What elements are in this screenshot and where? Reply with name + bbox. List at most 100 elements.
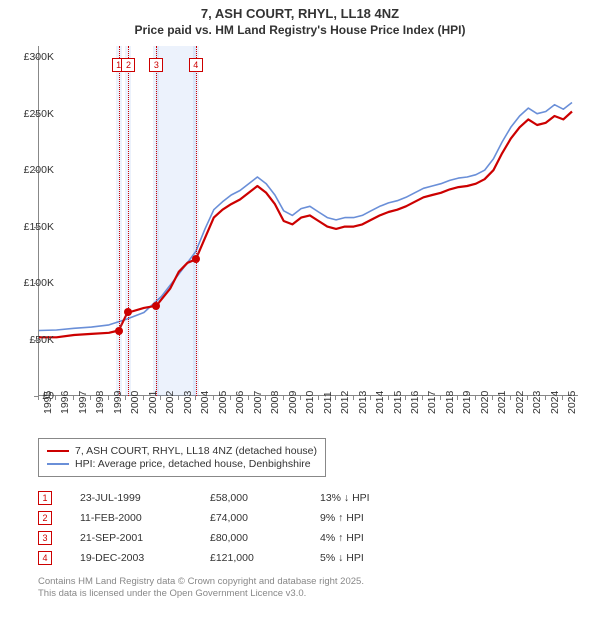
x-tick-label: 2011 — [322, 391, 334, 414]
x-tick-mark — [353, 396, 354, 400]
x-tick-mark — [73, 396, 74, 400]
chart-plot-area: 1234 — [38, 46, 578, 396]
x-tick-mark — [265, 396, 266, 400]
sales-row: 4 19-DEC-2003£121,0005% ↓ HPI — [38, 548, 430, 568]
x-tick-label: 2001 — [147, 391, 159, 414]
x-tick-label: 2023 — [531, 391, 543, 414]
x-tick-mark — [388, 396, 389, 400]
x-tick-mark — [422, 396, 423, 400]
y-tick-mark — [34, 227, 38, 228]
x-tick-label: 2002 — [164, 391, 176, 414]
x-tick-label: 1995 — [42, 391, 54, 414]
y-tick-mark — [34, 57, 38, 58]
y-tick-label: £300K — [12, 51, 54, 63]
y-tick-mark — [34, 340, 38, 341]
y-tick-label: £100K — [12, 277, 54, 289]
x-tick-mark — [300, 396, 301, 400]
x-tick-mark — [370, 396, 371, 400]
x-tick-label: 2007 — [252, 391, 264, 414]
x-tick-mark — [248, 396, 249, 400]
sale-point-dot — [192, 255, 200, 263]
sale-point-dot — [115, 327, 123, 335]
x-tick-label: 2010 — [304, 391, 316, 414]
y-tick-label: £250K — [12, 108, 54, 120]
sale-delta: 5% ↓ HPI — [320, 552, 430, 564]
x-tick-label: 2024 — [549, 391, 561, 414]
sale-price: £121,000 — [210, 552, 320, 564]
x-tick-label: 2019 — [461, 391, 473, 414]
x-tick-mark — [178, 396, 179, 400]
x-tick-mark — [160, 396, 161, 400]
x-tick-mark — [38, 396, 39, 400]
x-tick-mark — [545, 396, 546, 400]
y-tick-label: £150K — [12, 221, 54, 233]
x-tick-label: 2012 — [339, 391, 351, 414]
sale-number-box: 4 — [38, 551, 52, 565]
sale-date: 19-DEC-2003 — [80, 552, 210, 564]
event-number-box: 2 — [121, 58, 135, 72]
sale-number-box: 1 — [38, 491, 52, 505]
x-tick-label: 2008 — [269, 391, 281, 414]
x-tick-mark — [55, 396, 56, 400]
x-tick-label: 2005 — [217, 391, 229, 414]
sale-price: £74,000 — [210, 512, 320, 524]
x-tick-label: 2013 — [357, 391, 369, 414]
legend-item: HPI: Average price, detached house, Denb… — [47, 458, 317, 470]
event-marker-line — [156, 46, 157, 396]
footer-line: Contains HM Land Registry data © Crown c… — [38, 576, 364, 588]
sale-number-box: 3 — [38, 531, 52, 545]
sales-row: 123-JUL-1999£58,00013% ↓ HPI — [38, 488, 430, 508]
footer-line: This data is licensed under the Open Gov… — [38, 588, 364, 600]
x-tick-label: 1999 — [112, 391, 124, 414]
chart-subtitle: Price paid vs. HM Land Registry's House … — [0, 23, 600, 37]
x-tick-label: 2009 — [287, 391, 299, 414]
sale-delta: 9% ↑ HPI — [320, 512, 430, 524]
sale-date: 21-SEP-2001 — [80, 532, 210, 544]
x-tick-mark — [527, 396, 528, 400]
y-tick-mark — [34, 114, 38, 115]
legend-label: 7, ASH COURT, RHYL, LL18 4NZ (detached h… — [75, 445, 317, 457]
sale-delta: 13% ↓ HPI — [320, 492, 430, 504]
legend: 7, ASH COURT, RHYL, LL18 4NZ (detached h… — [38, 438, 326, 477]
chart-title: 7, ASH COURT, RHYL, LL18 4NZ — [0, 6, 600, 21]
sales-row: 321-SEP-2001£80,0004% ↑ HPI — [38, 528, 430, 548]
x-tick-label: 1996 — [59, 391, 71, 414]
x-tick-label: 1997 — [77, 391, 89, 414]
legend-swatch — [47, 450, 69, 452]
y-tick-mark — [34, 170, 38, 171]
legend-item: 7, ASH COURT, RHYL, LL18 4NZ (detached h… — [47, 445, 317, 457]
x-tick-mark — [108, 396, 109, 400]
x-tick-mark — [510, 396, 511, 400]
x-tick-mark — [492, 396, 493, 400]
event-marker-line — [119, 46, 120, 396]
x-tick-label: 2017 — [426, 391, 438, 414]
x-tick-mark — [125, 396, 126, 400]
x-tick-mark — [475, 396, 476, 400]
y-tick-label: £200K — [12, 164, 54, 176]
event-marker-line — [128, 46, 129, 396]
footer-attribution: Contains HM Land Registry data © Crown c… — [38, 576, 364, 601]
event-number-box: 4 — [189, 58, 203, 72]
x-tick-label: 2004 — [199, 391, 211, 414]
sale-price: £58,000 — [210, 492, 320, 504]
x-tick-label: 2003 — [182, 391, 194, 414]
sale-point-dot — [152, 302, 160, 310]
legend-label: HPI: Average price, detached house, Denb… — [75, 458, 311, 470]
event-number-box: 3 — [149, 58, 163, 72]
x-tick-label: 2015 — [392, 391, 404, 414]
legend-swatch — [47, 463, 69, 465]
x-tick-mark — [405, 396, 406, 400]
y-tick-label: £50K — [12, 334, 54, 346]
x-tick-mark — [213, 396, 214, 400]
x-tick-label: 2020 — [479, 391, 491, 414]
sale-number-box: 2 — [38, 511, 52, 525]
x-tick-mark — [283, 396, 284, 400]
sale-point-dot — [124, 308, 132, 316]
title-block: 7, ASH COURT, RHYL, LL18 4NZ Price paid … — [0, 0, 600, 37]
x-tick-label: 2025 — [566, 391, 578, 414]
x-tick-mark — [562, 396, 563, 400]
x-tick-mark — [230, 396, 231, 400]
x-tick-label: 2018 — [444, 391, 456, 414]
x-tick-label: 2021 — [496, 391, 508, 414]
x-tick-label: 2000 — [129, 391, 141, 414]
